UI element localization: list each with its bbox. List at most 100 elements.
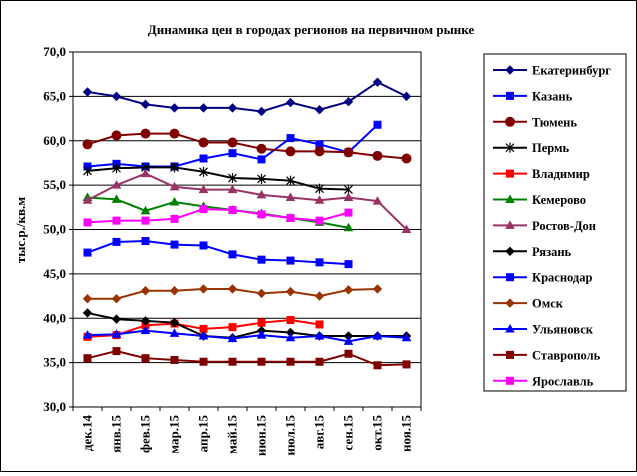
series-line — [87, 81, 407, 113]
data-point — [285, 146, 296, 157]
legend-label: Тюмень — [532, 115, 577, 129]
data-point — [506, 169, 514, 178]
x-tick-label: дек.14 — [80, 415, 95, 452]
data-point — [256, 330, 267, 339]
data-point — [372, 150, 383, 161]
data-point — [169, 317, 180, 328]
data-point — [199, 205, 208, 214]
legend-label: Краснодар — [532, 271, 592, 285]
data-point — [315, 216, 324, 225]
data-point — [228, 357, 237, 366]
y-tick-label: 40,0 — [43, 310, 66, 325]
data-point — [140, 286, 151, 296]
data-point — [401, 332, 412, 342]
series-line — [87, 208, 349, 224]
series-line — [87, 172, 408, 231]
series-11 — [82, 325, 412, 345]
series-4 — [83, 162, 353, 195]
data-point — [228, 149, 237, 158]
series-line — [87, 350, 407, 367]
legend-label: Казань — [532, 89, 573, 103]
data-point — [112, 163, 121, 174]
data-point — [111, 180, 122, 189]
data-point — [228, 250, 237, 259]
data-point — [141, 216, 150, 225]
data-point — [344, 208, 353, 217]
data-point — [286, 316, 295, 325]
data-point — [286, 134, 295, 143]
data-point — [372, 196, 383, 205]
data-point — [256, 288, 267, 299]
data-point — [228, 173, 237, 184]
legend-label: Ставрополь — [532, 348, 601, 362]
y-tick-label: 60,0 — [43, 133, 66, 148]
series-7 — [82, 168, 412, 233]
data-point — [170, 214, 179, 223]
data-point — [257, 255, 266, 264]
x-tick-label: май.15 — [225, 415, 240, 455]
data-point — [111, 91, 122, 102]
data-point — [170, 355, 179, 364]
data-point — [506, 350, 514, 359]
data-point — [372, 77, 383, 87]
data-point — [112, 216, 121, 225]
data-point — [256, 189, 267, 199]
data-point — [315, 357, 324, 366]
data-point — [227, 284, 238, 294]
legend-entry: Екатеринбург — [493, 64, 611, 78]
legend-entry: Ульяновск — [493, 323, 594, 337]
data-point — [286, 357, 295, 366]
data-point — [198, 284, 209, 294]
data-point — [343, 147, 354, 158]
y-tick-label: 65,0 — [43, 88, 66, 103]
data-point — [314, 104, 325, 115]
data-point — [315, 258, 324, 267]
y-tick-label: 30,0 — [43, 399, 66, 414]
data-point — [170, 162, 179, 173]
data-point — [227, 333, 238, 343]
data-point — [505, 298, 515, 308]
data-point — [402, 360, 411, 369]
data-point — [140, 99, 151, 110]
x-tick-label: фев.15 — [138, 415, 153, 454]
data-point — [83, 218, 92, 227]
legend-label: Ульяновск — [532, 323, 594, 337]
data-point — [315, 320, 324, 329]
legend-entry: Ярославль — [493, 374, 594, 388]
data-point — [372, 330, 383, 340]
data-point — [314, 146, 325, 157]
series-12 — [83, 347, 411, 370]
x-tick-label: ноя.15 — [399, 415, 414, 453]
data-point — [111, 130, 122, 141]
data-point — [169, 196, 180, 206]
y-tick-label: 35,0 — [43, 355, 66, 370]
legend-entry: Пермь — [493, 141, 570, 155]
series-10 — [82, 284, 383, 304]
data-point — [315, 183, 324, 194]
series-line — [87, 196, 349, 229]
data-point — [82, 139, 93, 150]
legend-label: Пермь — [532, 141, 570, 155]
data-point — [199, 154, 208, 163]
y-tick-label: 55,0 — [43, 177, 66, 192]
data-point — [285, 97, 296, 108]
data-point — [314, 195, 325, 204]
data-point — [112, 347, 121, 356]
legend-label: Екатеринбург — [532, 64, 611, 78]
data-point — [169, 328, 180, 337]
series-1 — [82, 77, 412, 117]
data-point — [169, 286, 180, 296]
data-point — [256, 106, 267, 117]
data-point — [506, 376, 514, 385]
data-point — [505, 323, 515, 333]
series-3 — [82, 128, 412, 164]
data-point — [82, 308, 93, 318]
y-tick-label: 70,0 — [43, 44, 66, 59]
data-point — [169, 103, 180, 113]
x-tick-label: окт.15 — [370, 415, 385, 451]
data-point — [198, 184, 209, 194]
data-point — [111, 294, 122, 304]
data-point — [83, 248, 92, 257]
data-point — [505, 65, 515, 75]
